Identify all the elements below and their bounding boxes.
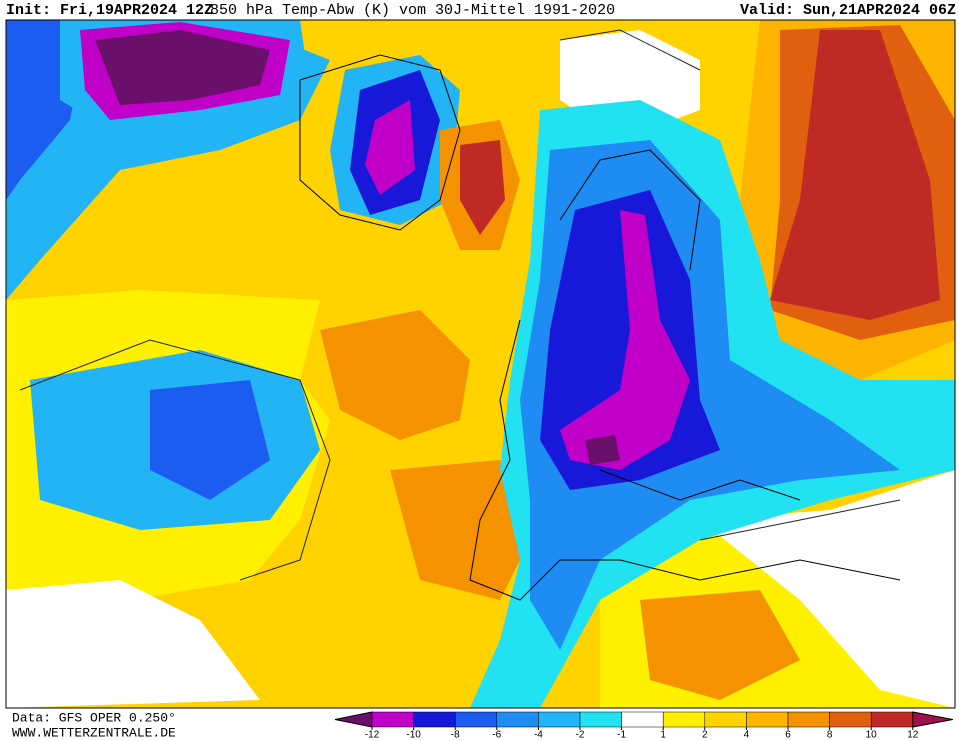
colorbar-box [579, 711, 622, 728]
footer: Data: GFS OPER 0.250° WWW.WETTERZENTRALE… [12, 710, 176, 740]
data-source: Data: GFS OPER 0.250° [12, 710, 176, 725]
colorbar-box [662, 711, 706, 728]
valid-time: Valid: Sun,21APR2024 06Z [740, 2, 956, 19]
colorbar-tick-label: -10 [406, 730, 421, 741]
colorbar-box [870, 711, 914, 728]
colorbar-tick-label: -2 [576, 730, 585, 741]
colorbar-box [746, 711, 789, 728]
colorbar-box [704, 711, 747, 728]
colorbar-tick-label: 10 [866, 730, 878, 741]
colorbar-tick-label: 12 [907, 730, 919, 741]
colorbar-box [496, 711, 539, 728]
website: WWW.WETTERZENTRALE.DE [12, 725, 176, 740]
init-time: Init: Fri,19APR2024 12Z [6, 2, 213, 19]
zero-contour [19, 29, 901, 581]
colorbar-box [454, 711, 498, 728]
colorbar-box [371, 711, 414, 728]
colorbar-tick-label: 4 [744, 730, 750, 741]
colorbar-tick-label: -4 [534, 730, 543, 741]
very-cold-area [560, 210, 690, 470]
colorbar-tick-label: -6 [492, 730, 501, 741]
colorbar-tick-label: 1 [660, 730, 666, 741]
very-warm-area [770, 30, 940, 320]
neutral-area [6, 30, 955, 708]
colorbar-tick-label: -12 [365, 730, 380, 741]
colorbar-box [413, 711, 456, 728]
header: Init: Fri,19APR2024 12Z 850 hPa Temp-Abw… [6, 2, 956, 19]
colorbar-box [787, 711, 830, 728]
map [6, 20, 955, 708]
colorbar-tick-label: 2 [702, 730, 708, 741]
colorbar-box [621, 711, 664, 728]
colorbar-tick-label: -8 [451, 730, 460, 741]
extreme-cold-area [585, 435, 620, 465]
colorbar-box [538, 711, 581, 728]
cold-area [150, 380, 270, 500]
colorbar-arrow [334, 711, 373, 728]
colorbar-tick-label: 8 [827, 730, 833, 741]
colorbar-box [829, 711, 872, 728]
map-title: 850 hPa Temp-Abw (K) vom 30J-Mittel 1991… [210, 2, 615, 19]
extreme-cold-area [95, 30, 270, 105]
colorbar: -12 -10 -8 -6 -4 -2 -1 1 2 4 6 8 10 12 [334, 711, 953, 741]
coastline [299, 54, 901, 601]
warm-area [320, 120, 800, 700]
very-cold-area [365, 100, 415, 195]
colorbar-tick-label: -1 [617, 730, 626, 741]
colorbar-tick-label: 6 [785, 730, 791, 741]
very-warm-area [460, 140, 505, 235]
colorbar-arrow [912, 711, 953, 728]
map-frame [5, 19, 956, 709]
